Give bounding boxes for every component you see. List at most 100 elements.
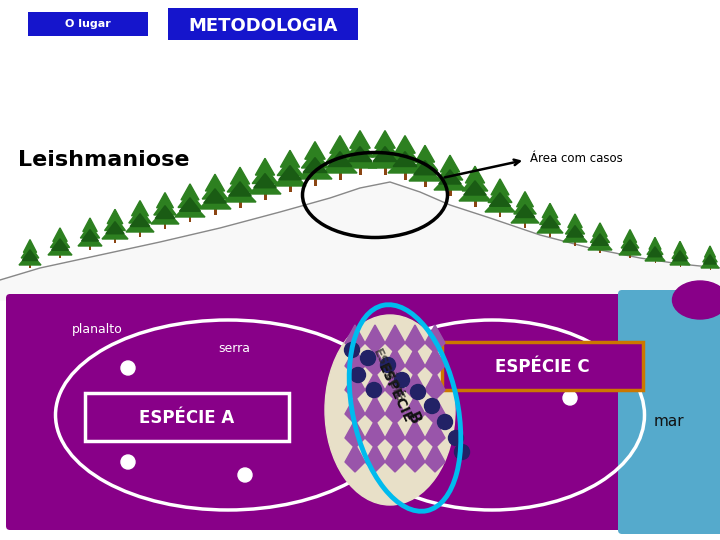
Text: ESPÉCIE C: ESPÉCIE C [495,358,589,376]
Text: ESPÉCIE: ESPÉCIE [370,346,406,404]
FancyBboxPatch shape [709,264,711,270]
Polygon shape [703,251,717,262]
Polygon shape [323,156,357,173]
Polygon shape [348,146,372,161]
Text: ESPÉCIE: ESPÉCIE [375,361,415,425]
FancyBboxPatch shape [0,0,720,300]
Polygon shape [434,173,466,190]
Polygon shape [345,372,365,390]
Polygon shape [405,420,425,438]
Polygon shape [81,225,99,238]
Polygon shape [517,192,534,207]
Polygon shape [385,325,405,343]
Polygon shape [303,158,327,172]
FancyBboxPatch shape [618,290,720,534]
Circle shape [361,350,376,366]
Polygon shape [279,166,301,180]
Polygon shape [385,343,405,353]
Polygon shape [274,169,306,186]
Polygon shape [385,390,405,400]
Polygon shape [385,438,405,448]
Polygon shape [464,181,486,195]
Circle shape [395,373,410,388]
Polygon shape [375,131,395,148]
Polygon shape [0,182,720,300]
Polygon shape [385,420,405,438]
Polygon shape [701,257,719,268]
Ellipse shape [325,315,455,505]
Polygon shape [345,390,365,400]
Polygon shape [175,201,205,217]
FancyBboxPatch shape [264,190,266,200]
Polygon shape [346,139,374,157]
FancyBboxPatch shape [338,169,341,180]
FancyBboxPatch shape [442,342,643,390]
Polygon shape [674,241,686,253]
Polygon shape [365,348,385,366]
FancyBboxPatch shape [168,8,358,40]
Polygon shape [385,372,405,390]
FancyBboxPatch shape [29,261,31,268]
Polygon shape [425,444,445,462]
FancyBboxPatch shape [449,186,451,196]
Polygon shape [405,396,425,414]
FancyBboxPatch shape [139,228,141,237]
FancyBboxPatch shape [313,175,317,186]
Polygon shape [78,232,102,246]
FancyBboxPatch shape [238,198,241,208]
Text: Leishmaniose: Leishmaniose [18,150,189,170]
Polygon shape [252,167,278,184]
Text: mar: mar [654,415,684,429]
Polygon shape [405,348,425,366]
Polygon shape [345,444,365,462]
Polygon shape [542,203,558,218]
Polygon shape [365,420,385,438]
Polygon shape [151,209,179,224]
Polygon shape [437,163,463,180]
Polygon shape [129,208,151,223]
Polygon shape [425,462,445,472]
FancyBboxPatch shape [28,12,148,36]
Circle shape [351,368,366,382]
Text: planalto: planalto [72,323,122,336]
Polygon shape [345,462,365,472]
Polygon shape [405,414,425,424]
Ellipse shape [672,281,720,319]
Polygon shape [425,420,445,438]
Polygon shape [104,216,125,231]
Text: METODOLOGIA: METODOLOGIA [189,17,338,35]
FancyBboxPatch shape [214,205,217,215]
FancyBboxPatch shape [524,219,526,228]
Polygon shape [488,186,512,202]
Polygon shape [425,396,445,414]
Polygon shape [405,343,425,353]
FancyBboxPatch shape [289,182,292,192]
Polygon shape [425,343,445,353]
Polygon shape [405,325,425,343]
FancyBboxPatch shape [629,251,631,258]
FancyBboxPatch shape [474,197,477,207]
Polygon shape [202,182,228,199]
Polygon shape [485,196,515,212]
Polygon shape [365,414,385,424]
Circle shape [410,384,426,400]
Polygon shape [593,223,607,237]
Polygon shape [395,136,415,153]
Polygon shape [385,414,405,424]
Polygon shape [345,366,365,376]
Polygon shape [373,146,397,161]
Polygon shape [157,193,174,208]
FancyBboxPatch shape [384,164,387,175]
FancyBboxPatch shape [89,242,91,250]
Circle shape [454,444,469,460]
Polygon shape [459,184,491,201]
Text: O lugar: O lugar [65,19,111,29]
Polygon shape [388,156,422,173]
Polygon shape [441,155,459,172]
Polygon shape [229,182,251,196]
Polygon shape [179,198,200,211]
Polygon shape [83,218,97,232]
Polygon shape [405,390,425,400]
Text: B: B [404,409,422,427]
Polygon shape [462,174,488,191]
